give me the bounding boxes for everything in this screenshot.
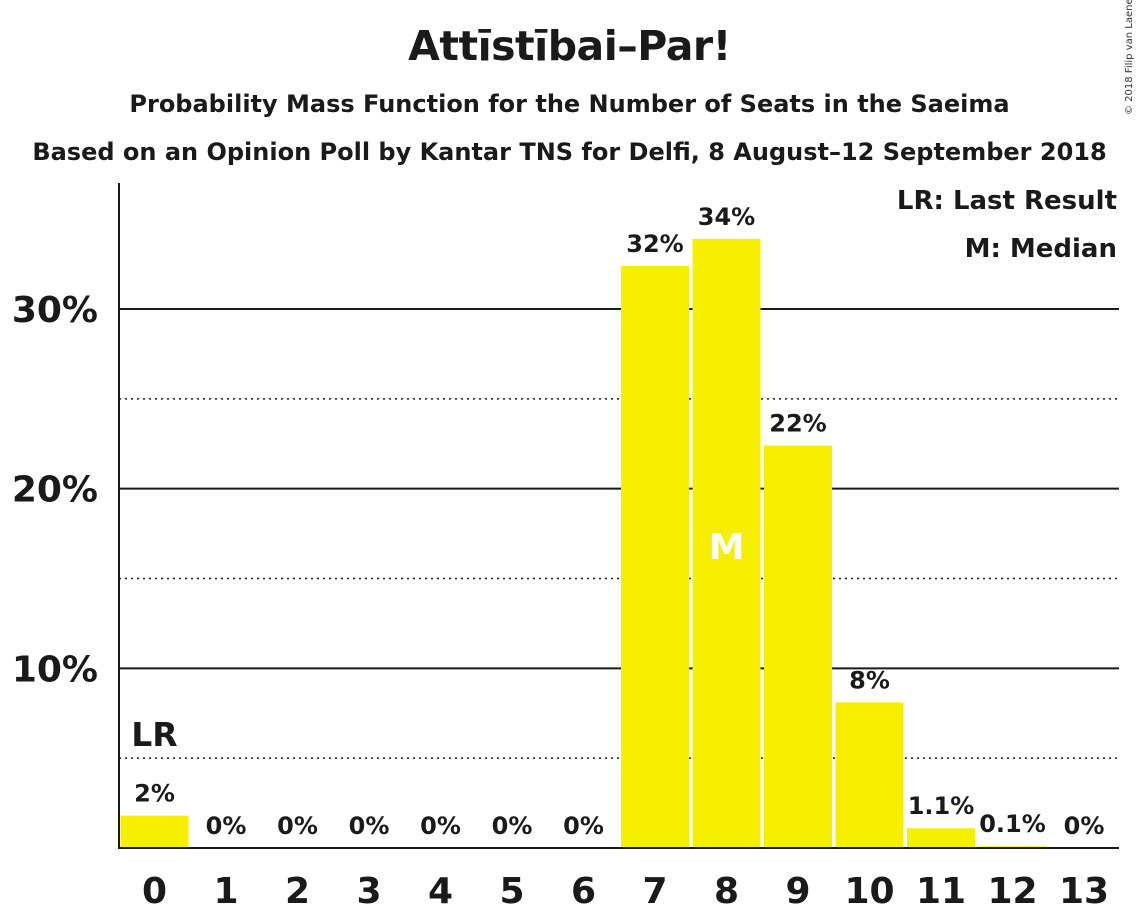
y-tick-label: 20% (12, 470, 98, 511)
chart-subtitle: Probability Mass Function for the Number… (129, 90, 1010, 118)
last-result-marker: LR (131, 715, 177, 754)
x-tick-label: 5 (499, 871, 524, 912)
bar-value-label: 1.1% (908, 792, 975, 820)
median-marker: M (709, 527, 745, 568)
x-tick-label: 1 (213, 871, 238, 912)
bar-seats-8 (692, 238, 761, 848)
bar-value-label: 0% (277, 812, 318, 840)
chart-subtitle-poll: Based on an Opinion Poll by Kantar TNS f… (32, 138, 1107, 166)
y-tick-label: 10% (12, 649, 98, 690)
bar-value-label: 34% (698, 203, 755, 231)
x-tick-label: 10 (844, 871, 894, 912)
bar-value-label: 0% (563, 812, 604, 840)
x-tick-label: 4 (428, 871, 453, 912)
bar-value-label: 0% (492, 812, 533, 840)
x-tick-label: 7 (642, 871, 667, 912)
bar-seats-7 (621, 265, 689, 848)
y-tick-label: 30% (12, 290, 98, 331)
bar-value-label: 0% (1064, 812, 1105, 840)
bar-value-label: 0% (349, 812, 390, 840)
x-tick-label: 2 (285, 871, 310, 912)
bar-value-label: 32% (626, 230, 683, 258)
bar-value-label: 0% (420, 812, 461, 840)
legend-entry: M: Median (965, 234, 1117, 264)
bar-seats-0 (120, 815, 189, 848)
x-tick-label: 12 (987, 871, 1037, 912)
x-tick-label: 3 (356, 871, 381, 912)
bar-seats-11 (907, 828, 975, 848)
x-tick-label: 11 (916, 871, 966, 912)
x-tick-label: 9 (785, 871, 810, 912)
bar-value-label: 0% (206, 812, 247, 840)
bar-value-label: 8% (849, 666, 890, 694)
bar-value-label: 0.1% (979, 810, 1046, 838)
legend-entry: LR: Last Result (897, 186, 1117, 216)
x-tick-label: 8 (714, 871, 739, 912)
bar-value-label: 2% (134, 780, 175, 808)
x-tick-label: 13 (1059, 871, 1109, 912)
bar-seats-9 (764, 445, 832, 848)
x-tick-label: 6 (571, 871, 596, 912)
x-tick-label: 0 (142, 871, 167, 912)
chart-title: Attīstībai–Par! (408, 22, 731, 70)
bar-value-label: 22% (769, 410, 826, 438)
bar-seats-10 (835, 702, 904, 848)
